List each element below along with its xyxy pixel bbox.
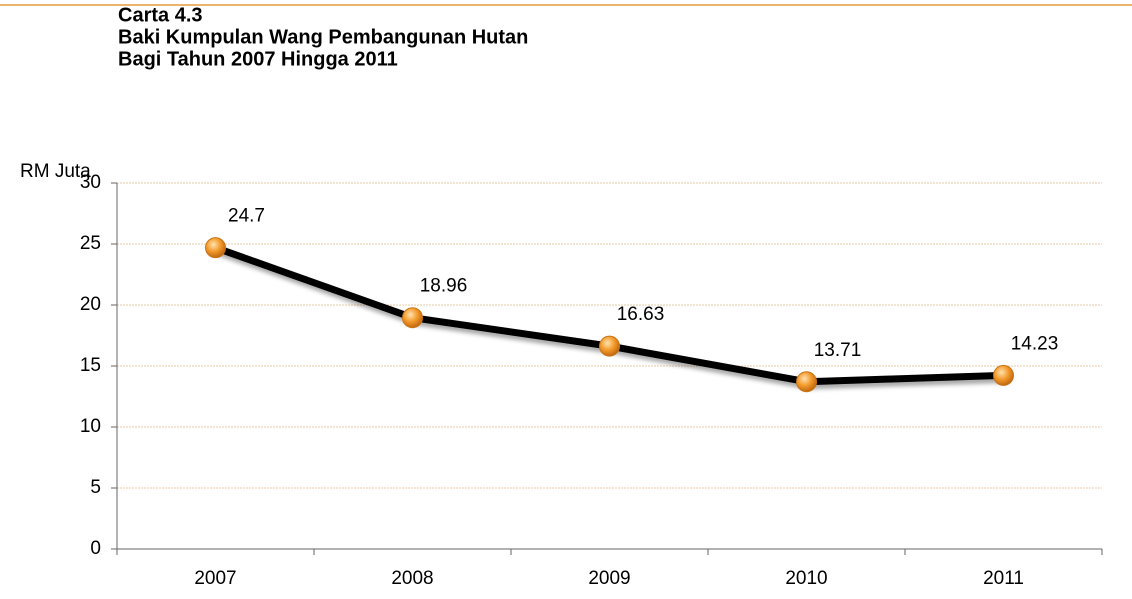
x-tick-label: 2008 bbox=[391, 568, 433, 589]
y-tick-label: 15 bbox=[80, 355, 101, 376]
line bbox=[214, 244, 1004, 386]
y-tick-label: 30 bbox=[80, 172, 101, 193]
y-tick-label: 5 bbox=[90, 477, 101, 498]
x-tick-label: 2009 bbox=[588, 568, 630, 589]
marker bbox=[599, 335, 620, 357]
marker bbox=[796, 371, 817, 393]
marker bbox=[402, 307, 423, 329]
y-tick-label: 20 bbox=[80, 294, 101, 315]
y-tick-label: 0 bbox=[90, 538, 101, 559]
data-label: 14.23 bbox=[1011, 333, 1059, 354]
y-axis-label: RM Juta bbox=[20, 161, 91, 182]
marker bbox=[205, 237, 226, 259]
x-tick-label: 2010 bbox=[785, 568, 827, 589]
data-label: 18.96 bbox=[420, 276, 468, 297]
data-label: 24.7 bbox=[228, 206, 265, 227]
data-label: 13.71 bbox=[814, 340, 862, 361]
chart-label: Carta 4.3 bbox=[118, 4, 203, 26]
chart-title: Bagi Tahun 2007 Hingga 2011 bbox=[118, 48, 398, 70]
data-label: 16.63 bbox=[617, 304, 665, 325]
y-tick-label: 10 bbox=[80, 416, 101, 437]
x-tick-label: 2007 bbox=[194, 568, 236, 589]
y-tick-label: 25 bbox=[80, 233, 101, 254]
chart-title: Baki Kumpulan Wang Pembangunan Hutan bbox=[118, 26, 528, 48]
marker bbox=[993, 364, 1014, 386]
x-tick-label: 2011 bbox=[983, 568, 1024, 589]
